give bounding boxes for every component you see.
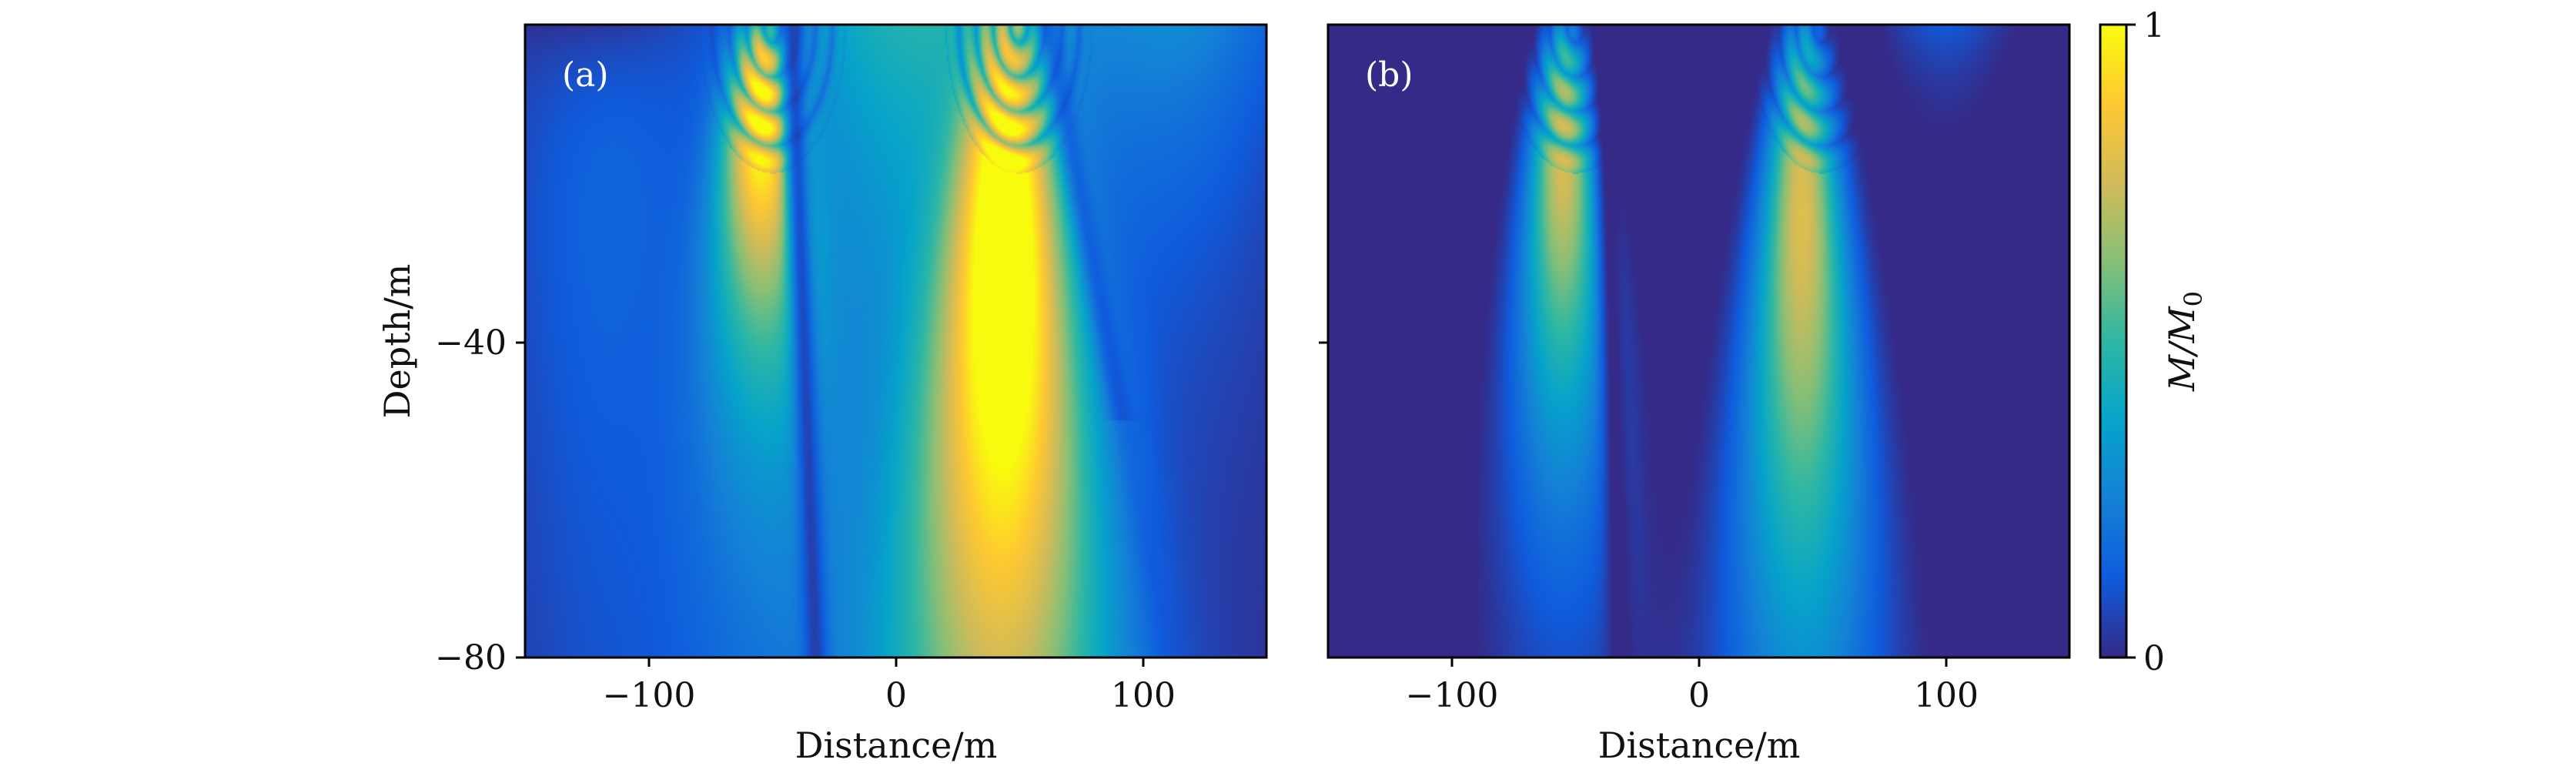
colorbar-gradient bbox=[2099, 23, 2128, 659]
x-tick-label-b-1: −100 bbox=[1406, 676, 1499, 715]
x-tick-label-b-2: 0 bbox=[1688, 676, 1710, 715]
colorbar: 1 0 M/M0 bbox=[2099, 6, 2208, 678]
y-tick-label-a-2: −80 bbox=[435, 638, 507, 678]
heatmap-image-b bbox=[1328, 25, 2069, 658]
x-axis-title-a: Distance/m bbox=[795, 724, 998, 766]
x-tick-label-a-3: 100 bbox=[1111, 676, 1176, 715]
panel-label-a: (a) bbox=[562, 55, 609, 95]
panel-label-b: (b) bbox=[1365, 55, 1413, 95]
colorbar-title-main: M/M bbox=[2161, 305, 2203, 392]
y-axis-title: Depth/m bbox=[376, 264, 418, 419]
colorbar-title-sub: 0 bbox=[2179, 291, 2208, 306]
heatmap-panel-a: (a) −100 0 100 −40 −80 Distance/m Depth/… bbox=[376, 23, 1268, 766]
y-tick-label-a-1: −40 bbox=[435, 323, 507, 363]
x-tick-label-a-2: 0 bbox=[885, 676, 907, 715]
heatmap-image-a bbox=[525, 25, 1266, 658]
colorbar-max-label: 1 bbox=[2143, 6, 2165, 45]
heatmap-panel-b: (b) −100 0 100 Distance/m bbox=[1319, 23, 2071, 766]
x-tick-label-b-3: 100 bbox=[1914, 676, 1979, 715]
colorbar-min-label: 0 bbox=[2143, 639, 2165, 678]
colorbar-title: M/M0 bbox=[2161, 291, 2208, 392]
x-tick-label-a-1: −100 bbox=[603, 676, 696, 715]
x-axis-title-b: Distance/m bbox=[1598, 724, 1801, 766]
